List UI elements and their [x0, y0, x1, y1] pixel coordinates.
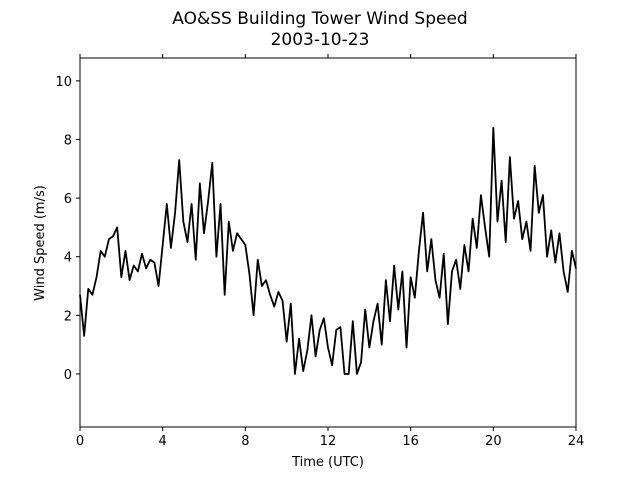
chart-title: AO&SS Building Tower Wind Speed — [172, 9, 467, 29]
y-tick-label: 2 — [64, 309, 72, 324]
x-tick-label: 12 — [320, 434, 337, 449]
y-tick-label: 0 — [64, 368, 72, 383]
x-tick-label: 8 — [241, 434, 249, 449]
y-tick-label: 4 — [64, 251, 72, 266]
data-line — [79, 126, 577, 375]
x-tick-label: 24 — [568, 434, 585, 449]
x-axis-label: Time (UTC) — [291, 455, 364, 470]
y-tick-label: 6 — [64, 192, 72, 207]
y-tick-label: 8 — [64, 133, 72, 148]
plot-frame — [79, 57, 577, 428]
x-tick-label: 20 — [485, 434, 502, 449]
y-axis-label: Wind Speed (m/s) — [33, 185, 48, 301]
x-tick-label: 0 — [76, 434, 84, 449]
x-tick-label: 16 — [402, 434, 419, 449]
x-tick-label: 4 — [159, 434, 167, 449]
y-tick-label: 10 — [55, 75, 72, 90]
chart-subtitle: 2003-10-23 — [271, 30, 370, 50]
